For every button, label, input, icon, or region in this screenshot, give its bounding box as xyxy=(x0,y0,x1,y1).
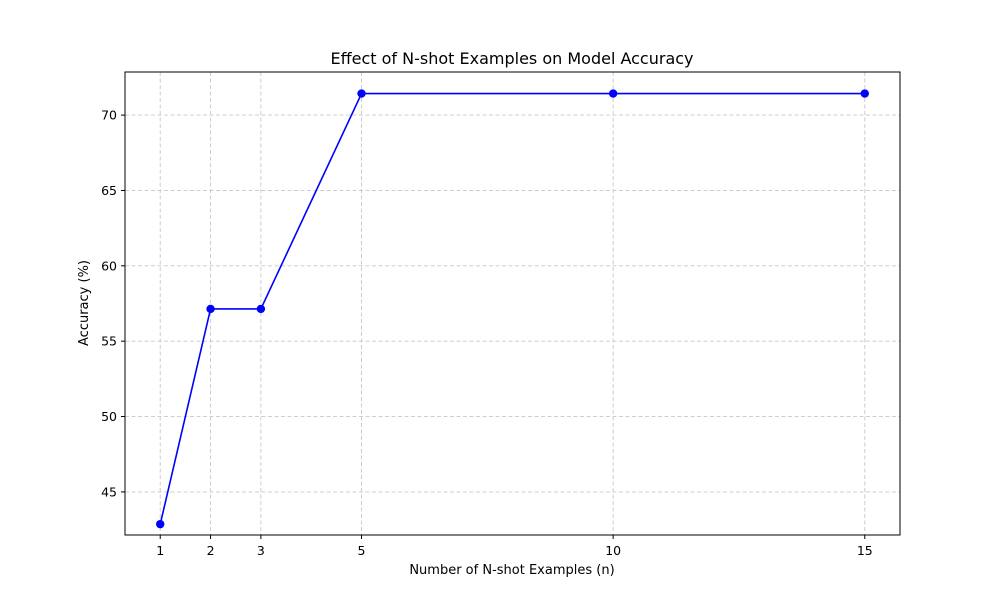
axis-ticks: 1 2 3 5 10 15 45 50 55 60 65 70 xyxy=(101,108,873,558)
data-point xyxy=(860,89,869,98)
data-point xyxy=(608,89,618,98)
x-tick-label: 1 xyxy=(156,543,164,558)
x-tick-label: 15 xyxy=(857,543,873,558)
data-point xyxy=(256,304,266,314)
plot-frame xyxy=(124,71,901,536)
x-tick-label: 2 xyxy=(207,543,215,558)
y-tick-label: 70 xyxy=(101,108,117,123)
y-tick-label: 60 xyxy=(101,258,117,273)
y-tick-label: 55 xyxy=(101,334,117,349)
x-axis-label: Number of N-shot Examples (n) xyxy=(409,563,614,578)
x-tick-label: 10 xyxy=(605,543,621,558)
y-tick-label: 50 xyxy=(101,409,117,424)
grid-lines xyxy=(125,72,900,535)
y-axis-label: Accuracy (%) xyxy=(77,260,92,346)
data-markers xyxy=(156,89,869,529)
data-point xyxy=(357,89,366,98)
y-tick-label: 45 xyxy=(101,484,117,499)
chart-title: Effect of N-shot Examples on Model Accur… xyxy=(330,49,693,68)
data-point xyxy=(156,519,165,529)
data-series xyxy=(159,92,865,525)
series-line xyxy=(159,92,865,525)
x-tick-label: 5 xyxy=(358,543,366,558)
data-point xyxy=(206,304,215,314)
y-tick-label: 65 xyxy=(101,183,117,198)
x-tick-label: 3 xyxy=(257,543,265,558)
